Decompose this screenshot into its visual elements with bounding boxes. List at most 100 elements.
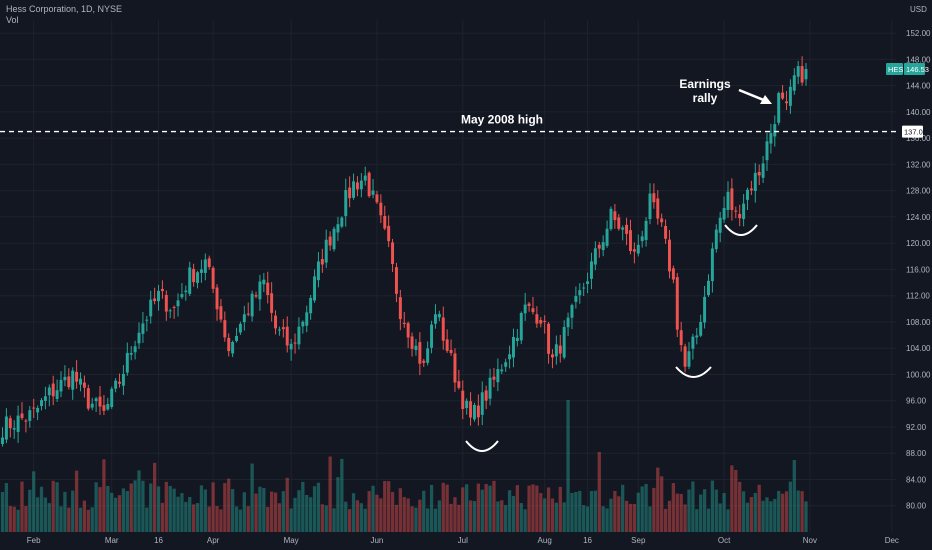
candle [355,176,359,197]
candle [36,405,40,421]
volume-bar [110,492,114,532]
volume-bar [47,503,51,532]
candle [102,395,106,416]
candle-body [656,198,660,219]
candle-body [426,348,430,363]
price-tick-label: 128.00 [906,187,931,196]
volume-bar [145,507,149,532]
candle-body [726,191,730,210]
candle [258,274,262,311]
volume-bar [98,487,102,532]
price-tick-label: 108.00 [906,318,931,327]
candle [765,132,769,171]
candle-body [461,390,465,409]
candle-body [270,293,274,313]
candle-body [355,182,359,190]
last-price-tag: HES 146.53 [886,63,929,76]
candle-body [71,370,75,390]
candle [176,293,180,317]
volume-bar [504,505,508,532]
candle [441,306,445,350]
candle [231,340,235,358]
candle-body [500,369,504,372]
price-axis[interactable]: USD 80.00 84.00 88.00 92.00 96.00 100.00 104.00… [886,0,932,550]
candle-body [757,172,761,176]
candle [617,213,621,231]
candle [340,216,344,229]
volume-bar [20,481,24,532]
candle [277,326,281,336]
candle [196,270,200,289]
candle [519,311,523,345]
candle [238,321,242,335]
support-arc [465,440,499,452]
candle [387,215,391,248]
candle [137,322,141,349]
candle-body [773,124,777,137]
candle-body [730,188,734,210]
candle [391,238,395,272]
candle-body [718,217,722,233]
time-axis[interactable]: Feb Mar 16 Apr May Jun Jul Aug 16 Sep Oct Nov Dec [0,532,932,550]
candle [8,415,12,438]
candle-body [430,324,434,348]
candle-body [79,378,82,385]
price-tick-label: 92.00 [906,423,927,432]
volume-bar [414,507,418,532]
price-tick-label: 124.00 [906,213,931,222]
volume-bar [792,460,796,532]
candle [426,341,430,366]
volume-bar [422,490,426,532]
volume-bar [500,500,504,532]
candle-body [781,92,785,99]
candle [86,384,90,411]
candle-body [192,268,196,283]
candle [695,327,699,345]
candle-body [562,327,566,358]
candle-body [445,339,449,351]
candle [492,367,496,388]
volume-bar [160,502,165,532]
volume-bar [207,506,211,532]
candle [129,345,133,361]
candle-body [488,377,492,399]
candle [309,295,313,320]
candle-body [746,189,749,200]
candle [398,289,402,331]
candle-body [227,337,231,352]
candle-body [129,353,133,355]
volume-bar [702,489,707,532]
time-tick-label: 16 [154,536,163,545]
candle-body [266,282,270,296]
candle [437,310,441,322]
volume-bar [531,484,535,532]
candle-body [231,341,235,354]
candle-body [36,408,40,413]
candle [476,394,480,426]
candle-body [367,172,371,197]
candle [691,333,695,360]
volume-bar [609,498,613,532]
volume-bar [67,507,71,532]
volume-bar [648,506,652,532]
candle [63,365,67,387]
candle-body [800,66,804,83]
volume-bar [621,484,625,532]
volume-bar [297,490,301,532]
volume-bar [106,485,110,532]
candle [118,373,121,388]
candlesticks [1,56,808,447]
candle [24,418,28,433]
candle [94,396,98,413]
candle [121,365,125,395]
candle [535,306,539,328]
candle [172,305,176,319]
candle [593,241,597,271]
volume-bar [12,506,16,532]
volume-bar [465,484,469,532]
volume-bar [305,494,309,532]
volume-bar [765,497,769,532]
candle-body [683,346,687,367]
candle-body [387,225,391,242]
